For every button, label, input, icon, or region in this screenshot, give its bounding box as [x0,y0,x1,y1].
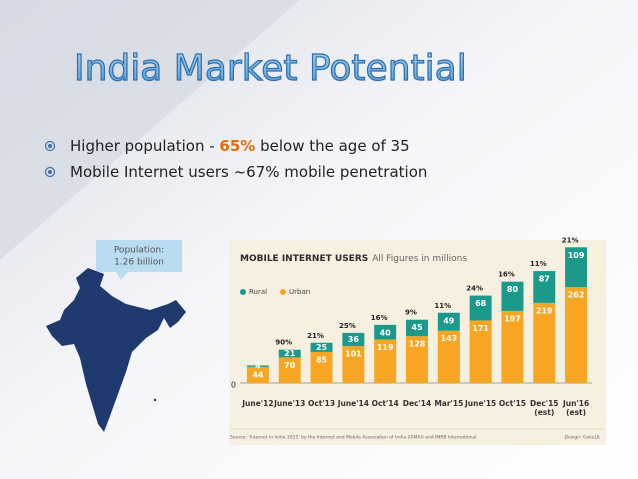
bar-segment [437,312,460,331]
bar-value-label: 45 [411,323,423,332]
x-tick-label: Mar'15 [434,399,463,408]
bullet-icon [48,170,52,174]
bullet-text: Higher population - [70,137,219,155]
bullet-text: Mobile Internet users ~67% mobile penetr… [70,163,427,181]
bar-value-label: 68 [475,299,487,308]
x-tick-label: Jun'16 [562,399,589,408]
bar-segment [406,336,428,383]
chart-credit: Design: GokuLK [564,435,601,441]
bar-segment [565,287,588,383]
x-tick-label: Oct'15 [499,399,526,408]
bar-value-label: 143 [440,334,457,343]
growth-label: 21% [307,332,324,340]
callout-text: Population: [114,246,164,256]
bar-value-label: 197 [504,314,521,323]
chart-subtitle: All Figures in millions [372,254,467,264]
x-tick-label: Dec'14 [403,399,432,408]
bar-segment [437,330,460,383]
growth-label: 11% [530,260,547,268]
x-tick-label: Dec'15 [530,399,559,408]
x-tick-label: June'15 [464,399,496,408]
bar-segment [533,302,556,383]
x-tick-note: (est) [566,408,586,417]
growth-label: 21% [562,236,579,244]
map-islands [153,398,157,402]
bar-value-label: 87 [539,275,550,284]
growth-label: 24% [466,285,483,293]
bar-value-label: 171 [472,324,489,333]
bar-value-label: 262 [568,291,585,300]
growth-label: 11% [434,302,451,310]
bar-value-label: 4 [255,362,261,371]
legend-label: Rural [249,288,267,296]
bar-value-label: 109 [568,251,585,260]
slide-title: India Market Potential [74,48,467,89]
x-tick-label: June'12 [241,399,273,408]
bar-segment [501,310,524,383]
bar-segment [374,339,397,383]
x-tick-label: Oct'14 [372,399,399,408]
bar-value-label: 36 [348,335,360,344]
x-tick-label: June'14 [337,399,369,408]
bar-segment [342,332,365,347]
callout-text: 1.26 billion [114,258,164,268]
bar-segment [406,319,428,337]
bar-segment [310,351,333,383]
bar-segment [246,366,269,383]
india-map [46,268,186,432]
bar-value-label: 85 [316,355,328,364]
bar-segment [533,271,556,303]
growth-label: 9% [405,309,417,317]
growth-label: 25% [339,322,356,330]
bar-segment [342,346,365,383]
chart-title: MOBILE INTERNET USERS All Figures in mill… [240,254,467,264]
bar-segment [278,357,301,383]
bar-value-label: 101 [345,350,362,359]
bar-value-label: 70 [284,361,296,370]
decor [0,0,300,260]
bullet: Mobile Internet users ~67% mobile penetr… [70,163,427,181]
bar-value-label: 21 [284,349,296,358]
bar-value-label: 80 [507,285,519,294]
bar-segment [374,324,397,340]
chart-title-text: MOBILE INTERNET USERS [240,254,368,264]
bar-value-label: 128 [409,340,426,349]
bar-segment [469,320,492,383]
growth-label: 16% [498,271,515,279]
chart-source: Source: 'Internet in India 2015' by the … [230,435,477,441]
bullet: Higher population - 65% below the age of… [70,137,410,155]
bar-segment [565,247,588,288]
bar-value-label: 40 [380,328,392,337]
bar-value-label: 49 [443,316,455,325]
bar-segment [246,365,269,367]
legend-swatch [240,289,246,295]
bullet-icon [48,144,52,148]
growth-label: 16% [371,314,388,322]
x-tick-note: (est) [534,408,554,417]
bar-value-label: 25 [316,343,328,352]
bullet-icon [44,140,56,152]
legend-label: Urban [289,288,310,296]
y-tick-label: 0 [231,381,236,390]
bullet-icon [44,166,56,178]
bullet-text: below the age of 35 [255,137,409,155]
x-tick-label: June'13 [273,399,305,408]
bullet-highlight: 65% [219,137,255,155]
growth-label: 90% [275,339,292,347]
bar-segment [501,281,524,311]
bar-segment [310,342,333,352]
bar-segment [469,295,492,321]
legend-swatch [280,289,286,295]
callout-box [96,240,182,280]
bar-value-label: 219 [536,306,553,315]
bar-value-label: 44 [252,370,264,379]
x-tick-label: Oct'13 [308,399,335,408]
bar-value-label: 119 [377,343,394,352]
bar-segment [278,349,301,358]
